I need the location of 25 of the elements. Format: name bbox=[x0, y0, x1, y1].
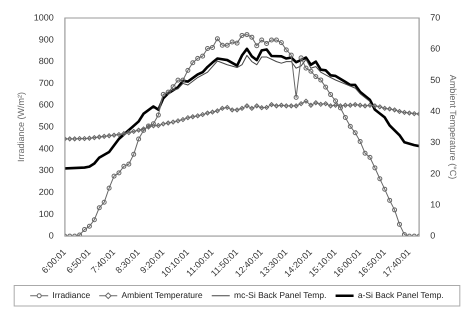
y2-tick-label: 30 bbox=[430, 137, 440, 148]
y2-tick-label: 40 bbox=[430, 106, 440, 116]
legend-label: a-Si Back Panel Temp. bbox=[358, 290, 444, 300]
y-tick-label: 600 bbox=[38, 100, 54, 110]
y-tick-label: 0 bbox=[48, 230, 54, 241]
y-tick-label: 800 bbox=[38, 56, 54, 66]
legend-label: Irradiance bbox=[52, 290, 91, 300]
y-tick-label: 300 bbox=[38, 165, 54, 176]
y2-tick-label: 50 bbox=[430, 74, 440, 85]
y-tick-label: 400 bbox=[38, 143, 54, 154]
y-tick-label: 200 bbox=[38, 186, 54, 197]
y-tick-label: 1000 bbox=[34, 12, 54, 22]
y2-tick-label: 20 bbox=[430, 168, 440, 178]
y-tick-label: 900 bbox=[38, 34, 54, 44]
y-axis-title: Irradiance (W/m²) bbox=[16, 92, 26, 162]
legend-label: mc-Si Back Panel Temp. bbox=[234, 290, 326, 300]
y2-tick-label: 10 bbox=[430, 199, 440, 210]
y2-tick-label: 70 bbox=[430, 12, 440, 22]
y2-tick-label: 0 bbox=[430, 230, 436, 241]
legend-label: Ambient Temperature bbox=[121, 290, 203, 300]
y2-axis-title: Ambient Temperature (°C) bbox=[448, 74, 458, 180]
y-tick-label: 100 bbox=[38, 208, 54, 219]
y2-tick-label: 60 bbox=[430, 44, 440, 54]
y-tick-label: 500 bbox=[38, 122, 54, 132]
y-tick-label: 700 bbox=[38, 78, 54, 88]
